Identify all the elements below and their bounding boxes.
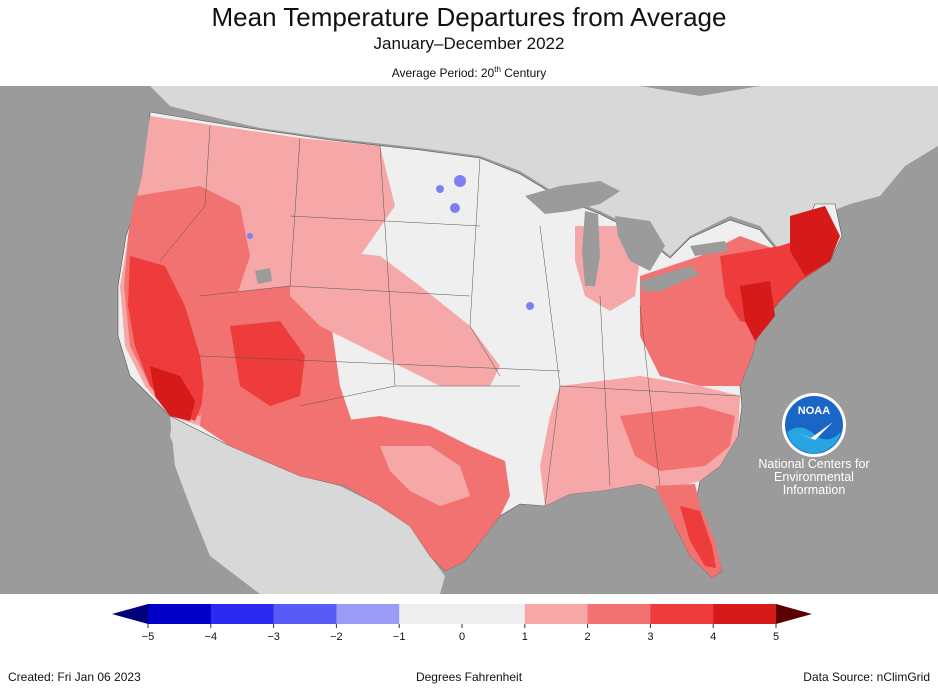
period-suffix: Century	[500, 66, 547, 80]
state-boundaries	[159, 125, 741, 507]
average-period: Average Period: 20th Century	[0, 62, 938, 81]
color-bar-low-arrow	[112, 604, 148, 624]
baja-land	[170, 422, 232, 558]
period-prefix: Average Period: 20	[391, 66, 495, 80]
lake-huron	[615, 216, 665, 271]
anomaly-plains-light	[290, 246, 500, 386]
lake-superior	[525, 181, 620, 214]
conus	[117, 111, 843, 579]
anomaly-texas-mid	[300, 416, 510, 571]
noaa-logo: NOAA	[782, 393, 846, 457]
period-superscript: th	[494, 65, 501, 74]
color-bin-9	[713, 604, 777, 624]
anomaly-cool-iowa	[526, 302, 534, 310]
color-bin-6	[524, 604, 589, 624]
color-bar: −5 −4 −3 −2 −1 0 1 2 3 4 5	[112, 604, 812, 643]
created-date: Created: Fri Jan 06 2023	[8, 670, 141, 684]
great-salt-lake	[255, 268, 272, 284]
data-source: Data Source: nClimGrid	[803, 670, 930, 684]
tick-label-0: −5	[142, 631, 155, 643]
tick-label-3: −2	[330, 631, 343, 643]
org-name-line-3: Information	[782, 483, 846, 497]
tick-label-2: −3	[267, 631, 280, 643]
map-title: Mean Temperature Departures from Average	[211, 2, 727, 32]
org-name-line-2: Environmental	[774, 470, 854, 484]
anomaly-texas-light	[380, 446, 470, 506]
noaa-logo-text: NOAA	[798, 405, 830, 417]
tick-label-5: 0	[459, 631, 465, 643]
anomaly-florida-strong	[680, 506, 716, 568]
anomaly-coast-deepest	[740, 281, 775, 341]
color-bar-ticks: −5 −4 −3 −2 −1 0 1 2 3 4 5	[142, 624, 779, 643]
anomaly-cool-nd-1	[454, 175, 466, 187]
anomaly-newengland-deepest	[790, 206, 840, 276]
tick-label-8: 3	[647, 631, 653, 643]
color-bin-5	[462, 604, 526, 624]
color-bin-3	[336, 604, 400, 624]
map-subtitle: January–December 2022	[373, 34, 565, 53]
tick-label-10: 5	[773, 631, 779, 643]
anomaly-cool-nd-3	[450, 203, 460, 213]
tick-label-1: −4	[205, 631, 218, 643]
anomaly-cool-idaho	[247, 233, 253, 239]
mexico-land	[170, 416, 445, 594]
color-bin-1	[210, 604, 275, 624]
temperature-map	[0, 86, 938, 594]
anomaly-cool-nd-2	[436, 185, 444, 193]
tick-label-9: 4	[710, 631, 716, 643]
org-name-line-1: National Centers for	[758, 457, 870, 471]
color-bar-bins	[148, 604, 777, 624]
anomaly-socal-deepest	[150, 366, 195, 421]
tick-label-4: −1	[393, 631, 406, 643]
color-bar-high-arrow	[776, 604, 812, 624]
canada-land	[150, 86, 938, 256]
color-bin-0	[148, 604, 212, 624]
lake-michigan	[582, 211, 600, 286]
color-bin-8	[650, 604, 714, 624]
header: Mean Temperature Departures from Average…	[0, 0, 938, 81]
noaa-logo-block: NOAA National Centers for Environmental …	[744, 392, 884, 497]
org-name: National Centers for Environmental Infor…	[744, 458, 884, 497]
anomaly-southeast-mid	[620, 406, 735, 471]
color-bin-7	[587, 604, 651, 624]
tick-label-6: 1	[522, 631, 528, 643]
lake-ontario	[690, 241, 728, 256]
tick-label-7: 2	[585, 631, 591, 643]
anomaly-california-strong	[128, 256, 205, 421]
color-bin-4	[399, 604, 463, 624]
lake-erie	[640, 266, 700, 291]
color-bin-2	[273, 604, 337, 624]
anomaly-southwest-strong	[230, 321, 305, 406]
units-label: Degrees Fahrenheit	[415, 670, 523, 684]
